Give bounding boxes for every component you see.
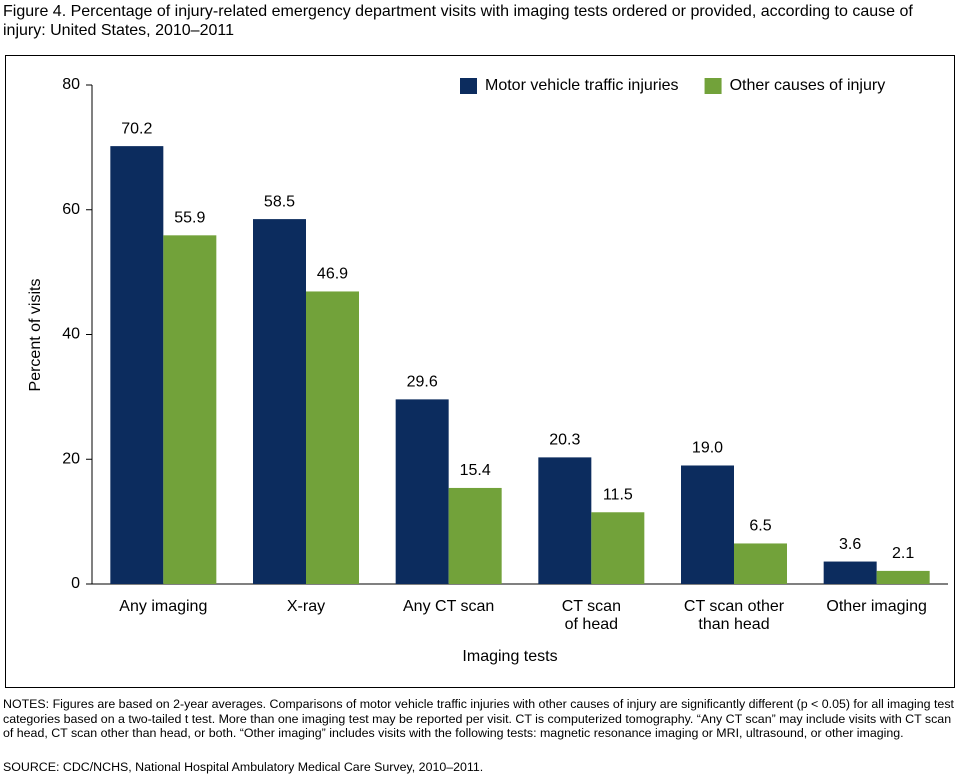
x-tick-label: X-ray — [286, 598, 326, 615]
x-tick-label: Any imaging — [119, 598, 208, 615]
y-tick-label: 80 — [62, 76, 80, 93]
y-tick-label: 60 — [62, 201, 80, 218]
bar — [448, 487, 502, 584]
chart-title: Figure 4. Percentage of injury-related e… — [3, 3, 913, 39]
bar — [110, 146, 164, 584]
notes: NOTES: Figures are based on 2-year avera… — [3, 697, 954, 740]
y-tick-label: 20 — [62, 450, 80, 467]
x-tick-label: CT scan of head — [561, 598, 621, 633]
x-tick-label: CT scan other than head — [683, 598, 785, 633]
value-label: 11.5 — [603, 486, 633, 503]
x-axis-label: Imaging tests — [462, 648, 557, 665]
value-label: 46.9 — [317, 266, 348, 283]
x-tick-label: Other imaging — [826, 598, 927, 615]
value-label: 55.9 — [174, 210, 205, 227]
bar — [876, 570, 930, 584]
bar — [538, 457, 592, 584]
value-label: 15.4 — [460, 462, 491, 479]
value-label: 3.6 — [839, 536, 861, 553]
value-label: 58.5 — [264, 193, 295, 210]
value-label: 6.5 — [749, 518, 771, 535]
value-label: 19.0 — [692, 440, 723, 457]
y-tick-label: 40 — [62, 326, 80, 343]
x-tick-label: Any CT scan — [403, 598, 495, 615]
value-label: 2.1 — [892, 545, 914, 562]
y-tick-label: 0 — [71, 575, 80, 592]
bar — [591, 512, 645, 584]
bar — [734, 543, 787, 584]
value-label: 70.2 — [121, 120, 152, 137]
value-label: 29.6 — [407, 374, 438, 391]
legend-label: Motor vehicle traffic injuries — [485, 77, 679, 94]
bar — [306, 291, 359, 584]
bar — [253, 219, 306, 584]
bar — [823, 561, 877, 584]
legend-swatch — [704, 78, 722, 94]
bar — [395, 399, 449, 584]
bar — [163, 235, 217, 585]
legend-swatch — [460, 78, 477, 94]
value-label: 20.3 — [549, 432, 580, 449]
bar — [681, 465, 734, 584]
y-axis-label: Percent of visits — [27, 279, 44, 392]
chart-frame — [5, 55, 955, 688]
source: SOURCE: CDC/NCHS, National Hospital Ambu… — [3, 760, 484, 774]
legend-label: Other causes of injury — [730, 77, 886, 94]
